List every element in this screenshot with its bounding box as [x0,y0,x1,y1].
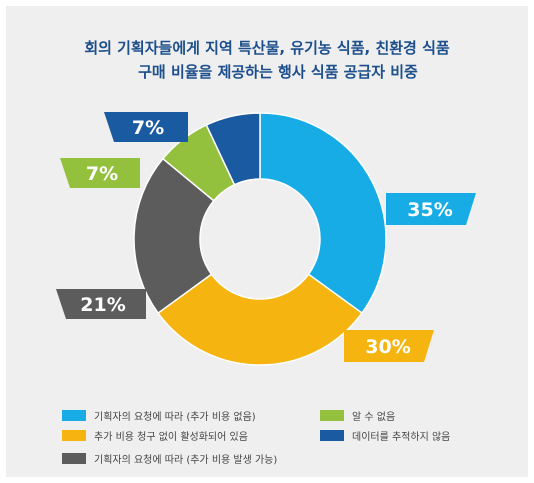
value-tag-shape [386,193,476,225]
donut-slice [205,112,261,186]
legend-swatch [320,410,344,421]
legend-swatch [62,453,86,464]
value-tag-label: 7% [132,117,164,139]
legend-item: 데이터를 추적하지 않음 [320,428,450,443]
donut-slice [133,157,215,315]
value-tag: 30% [344,330,434,362]
donut-slice [157,273,363,366]
legend-swatch [62,410,86,421]
chart-title-line-1: 회의 기획자들에게 지역 특산물, 유기농 식품, 친환경 식품 [84,39,450,57]
legend-label: 데이터를 추적하지 않음 [352,432,451,443]
value-tag-shape [104,112,188,142]
value-tag-shape [56,289,146,319]
legend-item: 기획자의 요청에 따라 (추가 비용 없음) [62,408,256,423]
legend-label: 기획자의 요청에 따라 (추가 비용 발생 가능) [94,455,278,466]
value-tag-label: 21% [80,294,125,316]
value-tag-label: 30% [365,336,410,358]
legend-label: 추가 비용 청구 없이 활성화되어 있음 [94,432,248,443]
legend-label: 기획자의 요청에 따라 (추가 비용 없음) [94,412,256,423]
legend-swatch [62,430,86,441]
value-tag-shape [344,330,434,362]
value-tag: 21% [56,289,146,319]
legend-item: 추가 비용 청구 없이 활성화되어 있음 [62,428,248,443]
legend-item: 알 수 없음 [320,408,395,423]
legend-label: 알 수 없음 [352,412,396,423]
value-tag-shape [60,158,140,188]
donut-slice [259,112,387,315]
value-tag-label: 35% [407,199,452,221]
chart-title-line-2: 구매 비율을 제공하는 행사 식품 공급자 비중 [138,63,418,81]
value-tag-label: 7% [86,163,118,185]
value-tag: 7% [104,112,188,142]
chart-card: 회의 기획자들에게 지역 특산물, 유기농 식품, 친환경 식품 구매 비율을 … [6,6,528,477]
value-tag: 7% [60,158,140,188]
donut-chart: 35% 30% 21% 7% 7% [56,112,476,366]
value-tag: 35% [386,193,476,225]
legend-swatch [320,430,344,441]
chart-title: 회의 기획자들에게 지역 특산물, 유기농 식품, 친환경 식품 구매 비율을 … [6,36,528,84]
legend-item: 기획자의 요청에 따라 (추가 비용 발생 가능) [62,451,277,466]
